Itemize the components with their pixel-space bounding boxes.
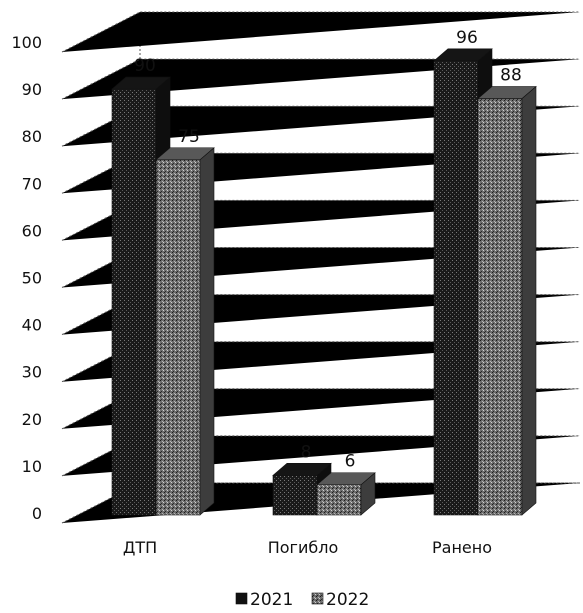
data-label-2022-0: 75 xyxy=(178,127,200,147)
data-label-2021-1: 8 xyxy=(301,442,312,462)
y-tick-label: 70 xyxy=(22,174,42,193)
legend-swatch-2022 xyxy=(311,592,324,605)
y-tick-label: 0 xyxy=(32,504,42,523)
y-tick-label: 60 xyxy=(22,221,42,240)
y-tick-label: 40 xyxy=(22,316,42,335)
y-tick-label: 100 xyxy=(11,33,42,52)
x-category-label: Погибло xyxy=(268,538,339,557)
bar-2021-1 xyxy=(272,462,332,516)
bar-top xyxy=(316,472,376,486)
bar-front xyxy=(316,484,362,516)
bar-top xyxy=(155,147,215,161)
y-tick-label: 10 xyxy=(22,457,42,476)
bar-2022-2 xyxy=(477,85,537,516)
x-category-label: ДТП xyxy=(123,538,157,557)
data-label-2022-2: 88 xyxy=(500,66,522,86)
y-tick-label: 30 xyxy=(22,363,42,382)
bar-top xyxy=(111,76,171,90)
bar-front xyxy=(477,98,523,516)
bar-front xyxy=(155,159,201,516)
bar-2022-1 xyxy=(316,472,376,516)
y-tick-label: 90 xyxy=(22,80,42,99)
y-axis: 0 10 20 30 40 50 60 70 80 90 100 xyxy=(11,33,42,523)
x-axis: ДТП Погибло Ранено xyxy=(123,538,492,557)
data-label-2022-1: 6 xyxy=(345,452,356,472)
y-tick-label: 80 xyxy=(22,127,42,146)
data-label-2021-2: 96 xyxy=(456,28,478,48)
bar-front xyxy=(272,475,318,516)
y-tick-label: 20 xyxy=(22,410,42,429)
bars: 90 75 8 6 96 88 xyxy=(111,28,537,516)
legend-label-2022: 2022 xyxy=(326,590,369,610)
bar-top xyxy=(433,48,493,62)
legend-swatch-2021 xyxy=(235,592,248,605)
bar-front xyxy=(433,60,479,516)
gridline xyxy=(61,11,580,53)
legend: 2021 2022 xyxy=(235,590,369,610)
bar-front xyxy=(111,88,157,516)
bar-top xyxy=(272,463,332,476)
legend-label-2021: 2021 xyxy=(250,590,293,610)
bar-top xyxy=(477,86,537,99)
bar-side xyxy=(521,85,537,516)
x-category-label: Ранено xyxy=(432,538,492,557)
bar-side xyxy=(199,147,215,516)
bar-2022-0 xyxy=(155,147,215,516)
y-tick-label: 50 xyxy=(22,269,42,288)
data-label-2021-0: 90 xyxy=(134,56,156,76)
